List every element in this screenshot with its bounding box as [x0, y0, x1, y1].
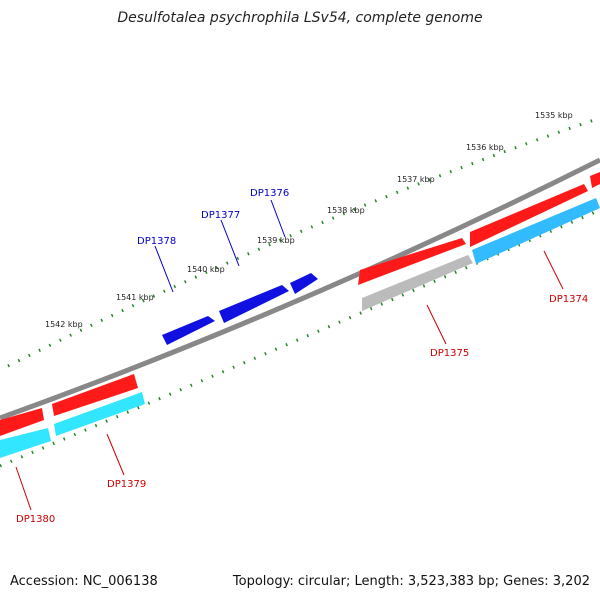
tick-label-1535: 1535 kbp: [535, 111, 573, 120]
gene-labels: DP1376 DP1377 DP1378 DP1374 DP1375 DP137…: [16, 188, 588, 525]
tick-label-1542: 1542 kbp: [45, 320, 83, 329]
tick-label-1536: 1536 kbp: [466, 143, 504, 152]
leader-line-DP1375: [426, 304, 447, 345]
accession-text: Accession: NC_006138: [10, 574, 158, 589]
gene-DP1374-sky-arrow[interactable]: [472, 198, 600, 264]
gene-label-DP1380[interactable]: DP1380: [16, 514, 55, 525]
gene-label-DP1377[interactable]: DP1377: [201, 210, 240, 221]
leader-line-DP1379: [106, 433, 125, 476]
upper-ruler-ticks: [7, 116, 600, 368]
tick-label-1539: 1539 kbp: [257, 236, 295, 245]
gene-DP1374-red-arrow[interactable]: [470, 184, 588, 247]
gene-DP1379-cyan-arrow[interactable]: [54, 392, 145, 436]
gene-DP1380-cyan-arrow[interactable]: [0, 428, 51, 458]
gene-DP1373-red-arrow[interactable]: [590, 172, 600, 188]
leader-line-DP1377: [220, 219, 240, 267]
leader-line-DP1376: [270, 199, 286, 238]
genome-title: Desulfotalea psychrophila LSv54, complet…: [117, 10, 483, 26]
leader-line-DP1380: [15, 466, 32, 511]
gene-DP1377-arrow[interactable]: [219, 285, 289, 323]
leader-lines: [15, 199, 564, 511]
gene-DP1375-grey-arrow[interactable]: [362, 255, 473, 311]
gene-DP1380-red-arrow[interactable]: [0, 408, 44, 436]
gene-DP1379-red-arrow[interactable]: [52, 374, 138, 416]
tick-label-1540: 1540 kbp: [187, 265, 225, 274]
gene-label-DP1376[interactable]: DP1376: [250, 188, 289, 199]
gene-DP1375-red-arrow[interactable]: [358, 238, 466, 285]
red-gene-track-right: [358, 172, 600, 285]
gene-DP1376-arrow[interactable]: [290, 273, 318, 294]
tick-label-1537: 1537 kbp: [397, 175, 435, 184]
lower-gene-track-right: [362, 198, 600, 311]
gene-label-DP1375[interactable]: DP1375: [430, 348, 469, 359]
leader-line-DP1378: [154, 245, 174, 293]
gene-label-DP1378[interactable]: DP1378: [137, 236, 176, 247]
gene-DP1378-arrow[interactable]: [162, 316, 215, 345]
genome-summary-text: Topology: circular; Length: 3,523,383 bp…: [232, 574, 590, 589]
tick-label-1538: 1538 kbp: [327, 206, 365, 215]
genome-backbone: [0, 157, 600, 421]
gene-track-left: [0, 374, 145, 458]
gene-label-DP1374[interactable]: DP1374: [549, 294, 588, 305]
tick-label-1541: 1541 kbp: [116, 293, 154, 302]
ruler-tick-labels: 1535 kbp 1536 kbp 1537 kbp 1538 kbp 1539…: [45, 111, 573, 329]
leader-line-DP1374: [543, 250, 564, 290]
gene-label-DP1379[interactable]: DP1379: [107, 479, 146, 490]
blue-gene-track: [162, 273, 318, 345]
